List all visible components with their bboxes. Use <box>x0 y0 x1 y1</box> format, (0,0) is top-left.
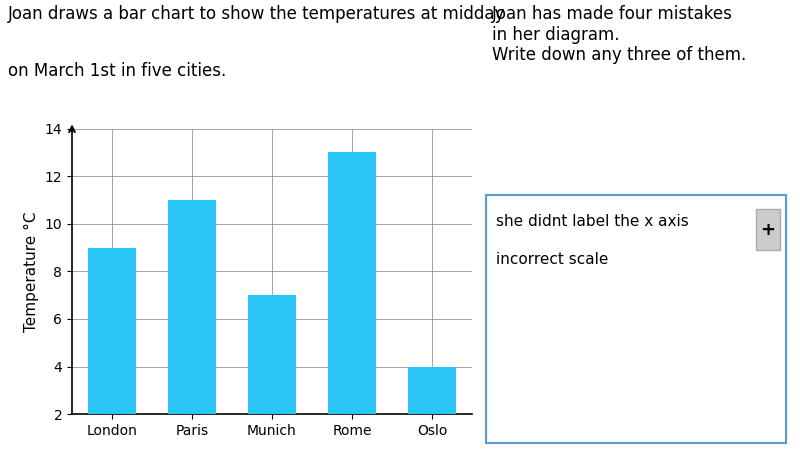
Bar <box>248 295 296 414</box>
Text: +: + <box>761 221 775 238</box>
Text: Joan draws a bar chart to show the temperatures at midday: Joan draws a bar chart to show the tempe… <box>8 5 506 23</box>
Bar <box>408 367 456 414</box>
Bar <box>88 248 136 414</box>
Text: on March 1st in five cities.: on March 1st in five cities. <box>8 62 226 80</box>
Bar <box>328 152 376 414</box>
Y-axis label: Temperature °C: Temperature °C <box>24 211 39 332</box>
Bar <box>168 200 216 414</box>
Text: she didnt label the x axis: she didnt label the x axis <box>496 214 689 229</box>
Text: incorrect scale: incorrect scale <box>496 252 608 268</box>
Text: Joan has made four mistakes
in her diagram.
Write down any three of them.: Joan has made four mistakes in her diagr… <box>492 5 746 64</box>
